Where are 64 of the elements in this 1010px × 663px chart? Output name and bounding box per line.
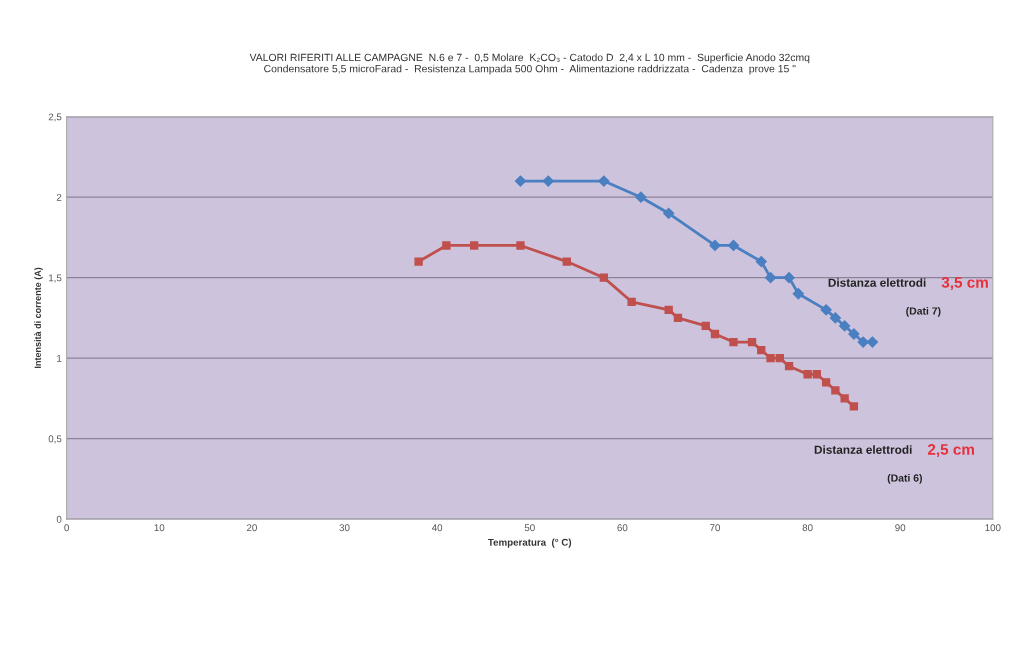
point [673, 313, 683, 323]
point [803, 370, 812, 379]
point [442, 241, 451, 250]
point [820, 304, 832, 316]
y-tick-label: 2 [56, 193, 62, 201]
point [516, 241, 525, 250]
x-tick-label: 90 [895, 524, 906, 532]
point [755, 255, 767, 268]
point [599, 273, 609, 282]
point [783, 272, 795, 284]
annotation: 2,5 cm [927, 444, 974, 458]
x-tick-label: 70 [710, 524, 721, 532]
y-axis-title: Intensità di corrente (A) [34, 267, 43, 368]
x-tick-label: 0 [64, 524, 69, 532]
point [598, 175, 610, 187]
x-tick-label: 50 [524, 524, 535, 532]
annotation: (Dati 6) [887, 474, 922, 484]
point [727, 239, 740, 252]
point [470, 241, 479, 250]
point [821, 378, 831, 387]
annotation: Distanza elettrodi [814, 445, 912, 454]
point [562, 257, 571, 266]
point [829, 312, 841, 324]
annotation: (Dati 7) [906, 307, 941, 317]
point [701, 321, 710, 331]
x-tick-label: 40 [431, 524, 443, 532]
point [839, 320, 851, 332]
annotation: Distanza elettrodi [828, 278, 926, 287]
point [414, 257, 423, 266]
point [542, 175, 554, 187]
point [784, 362, 794, 371]
point [857, 336, 869, 348]
point [775, 353, 784, 363]
point [729, 337, 738, 347]
point [812, 370, 822, 379]
x-tick-label: 30 [339, 524, 350, 532]
point [709, 239, 721, 252]
point [764, 272, 777, 284]
x-tick-label: 10 [154, 524, 165, 532]
y-tick-label: 2,5 [48, 113, 62, 122]
point [710, 329, 720, 339]
point [831, 386, 840, 395]
x-axis-title: Temperatura (° C) [488, 538, 572, 548]
point [766, 353, 775, 363]
point [757, 345, 766, 355]
point [635, 191, 647, 203]
y-tick-label: 1,5 [49, 274, 62, 283]
point [663, 207, 675, 219]
point [627, 297, 636, 306]
y-tick-label: 0,5 [48, 435, 62, 444]
x-tick-label: 100 [985, 524, 1001, 532]
x-tick-label: 80 [802, 524, 813, 532]
chart-title: VALORI RIFERITI ALLE CAMPAGNE N.6 e 7 - 0,5 Molare K₂CO₃ - Catodo D 2,4 x L 10 mm - Superficie Anodo 32cmq Condensatore 5,5 microFarad - Resistenza Lampada 500 Ohm - Alimentazione raddrizzata - Cadenza prove 15 " [249, 53, 810, 75]
annotation: 3,5 cm [941, 276, 988, 291]
point [792, 288, 804, 300]
point [514, 175, 527, 187]
x-tick-label: 20 [246, 524, 257, 532]
point [849, 402, 859, 411]
y-tick-label: 0 [56, 515, 62, 523]
point [664, 305, 673, 315]
point [747, 337, 757, 347]
x-tick-label: 60 [617, 524, 628, 532]
point [840, 394, 849, 403]
y-tick-label: 1 [57, 354, 62, 362]
